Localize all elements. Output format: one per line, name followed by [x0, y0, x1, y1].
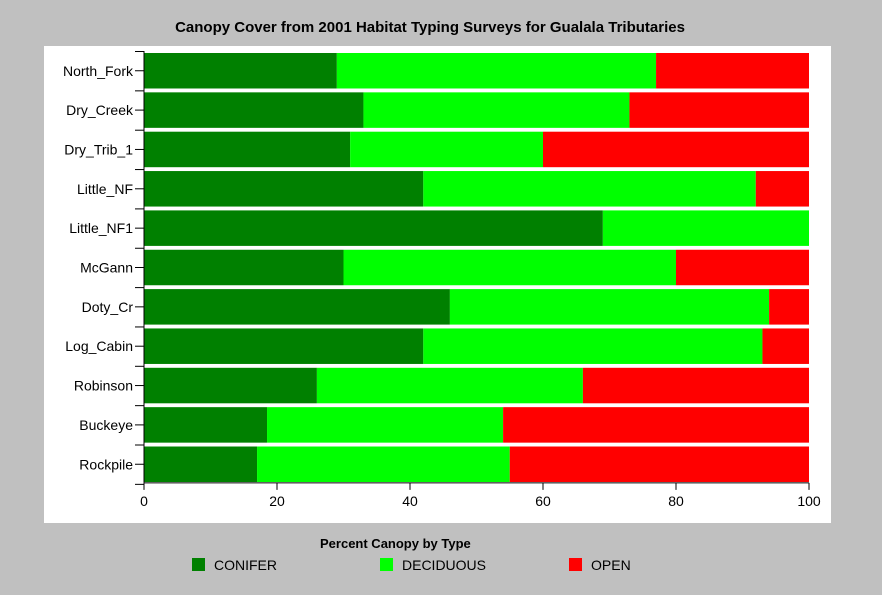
- x-tick-label-80: 80: [668, 493, 684, 509]
- bar-rockpile-open: [509, 446, 809, 482]
- bar-mcgann-conifer: [144, 249, 344, 286]
- y-tick-label-buckeye: Buckeye: [79, 417, 133, 433]
- legend-swatch-open: [569, 558, 582, 571]
- bar-dry-creek-open: [629, 92, 809, 128]
- legend-title: Percent Canopy by Type: [320, 536, 471, 551]
- bar-little-nf1-deciduous: [602, 210, 809, 246]
- bar-doty-cr-conifer: [144, 289, 450, 325]
- bar-buckeye-conifer: [144, 407, 268, 443]
- x-tick-label-40: 40: [402, 493, 418, 509]
- bar-log-cabin-deciduous: [423, 328, 763, 364]
- bar-dry-creek-conifer: [144, 92, 364, 128]
- bar-buckeye-open: [503, 407, 809, 443]
- x-tick-label-60: 60: [535, 493, 551, 509]
- legend-label-open: OPEN: [591, 557, 631, 573]
- y-tick-label-little-nf1: Little_NF1: [69, 220, 133, 236]
- y-tick-label-log-cabin: Log_Cabin: [65, 338, 133, 354]
- y-tick-label-mcgann: McGann: [80, 260, 133, 276]
- y-tick-label-robinson: Robinson: [74, 378, 133, 394]
- bar-robinson-open: [582, 367, 809, 404]
- bar-mcgann-deciduous: [343, 249, 676, 286]
- y-tick-label-dry-creek: Dry_Creek: [66, 102, 134, 118]
- bar-rockpile-deciduous: [257, 446, 510, 482]
- bar-little-nf-conifer: [144, 171, 424, 207]
- bar-little-nf-deciduous: [423, 171, 756, 207]
- bar-north-fork-conifer: [144, 53, 337, 89]
- y-tick-label-north-fork: North_Fork: [63, 63, 134, 79]
- bar-mcgann-open: [676, 249, 809, 286]
- bar-doty-cr-deciduous: [449, 289, 770, 325]
- bar-buckeye-deciduous: [267, 407, 504, 443]
- bar-doty-cr-open: [769, 289, 809, 325]
- axis-group: North_Fork Dry_Creek Dry_Trib_1 Little_NF Li…: [63, 51, 821, 509]
- bar-dry-trib-1-deciduous: [350, 131, 543, 168]
- bar-robinson-deciduous: [316, 367, 583, 404]
- bar-dry-creek-deciduous: [363, 92, 630, 128]
- y-tick-label-rockpile: Rockpile: [79, 456, 133, 472]
- bar-little-nf1-conifer: [144, 210, 603, 246]
- bar-north-fork-open: [656, 53, 809, 89]
- x-tick-label-0: 0: [140, 493, 148, 509]
- bar-north-fork-deciduous: [336, 53, 657, 89]
- bar-dry-trib-1-conifer: [144, 131, 351, 168]
- y-tick-label-dry-trib-1: Dry_Trib_1: [64, 141, 133, 157]
- bars-group: [144, 53, 809, 482]
- legend-swatch-conifer: [192, 558, 205, 571]
- y-tick-label-little-nf: Little_NF: [77, 181, 133, 197]
- x-tick-label-100: 100: [797, 493, 821, 509]
- legend-label-deciduous: DECIDUOUS: [402, 557, 487, 573]
- chart-title: Canopy Cover from 2001 Habitat Typing Su…: [175, 19, 685, 36]
- x-tick-label-20: 20: [269, 493, 285, 509]
- y-tick-label-doty-cr: Doty_Cr: [82, 299, 134, 315]
- legend-label-conifer: CONIFER: [214, 557, 277, 573]
- bar-robinson-conifer: [144, 367, 317, 404]
- legend-swatch-deciduous: [380, 558, 393, 571]
- bar-log-cabin-conifer: [144, 328, 424, 364]
- bar-log-cabin-open: [762, 328, 809, 364]
- bar-rockpile-conifer: [144, 446, 258, 482]
- bar-little-nf-open: [755, 171, 809, 207]
- bar-dry-trib-1-open: [543, 131, 809, 168]
